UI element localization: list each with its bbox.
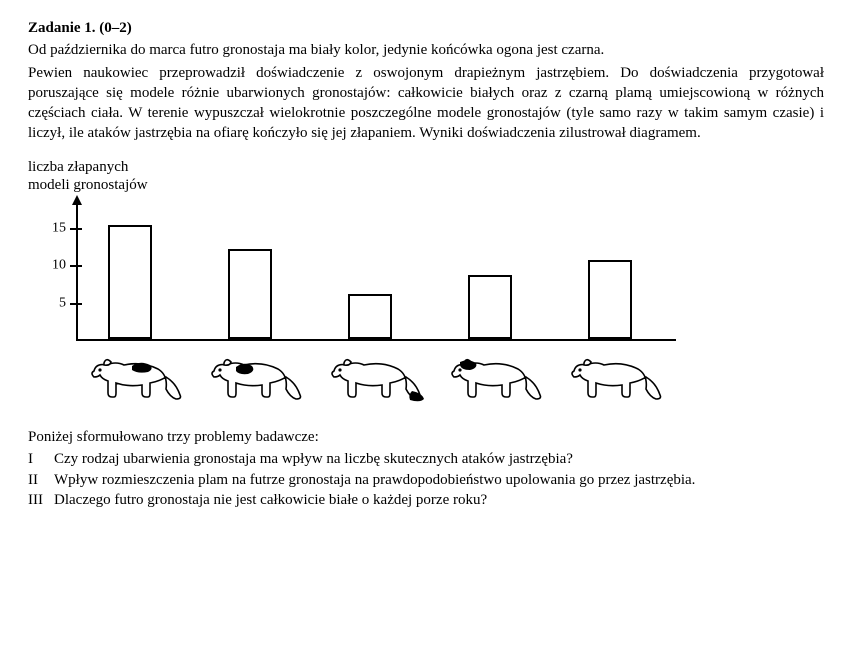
- bar: [588, 260, 632, 339]
- ermine-row: [76, 353, 824, 405]
- chart-y-label-line2: modeli gronostajów: [28, 176, 824, 195]
- problem-text: Wpływ rozmieszczenia plam na futrze gron…: [54, 470, 824, 490]
- problem-number: III: [28, 490, 54, 510]
- task-header: Zadanie 1. (0–2): [28, 18, 824, 38]
- y-axis-arrow-icon: [72, 195, 82, 205]
- ermine-icon: [436, 353, 556, 405]
- bar: [348, 294, 392, 339]
- problem-text: Dlaczego futro gronostaja nie jest całko…: [54, 490, 824, 510]
- chart-block: liczba złapanych modeli gronostajów 5 10 1…: [28, 158, 824, 406]
- y-tick-label: 10: [28, 257, 66, 276]
- ermine-icon: [556, 353, 676, 405]
- y-tick: [70, 303, 82, 305]
- problem-item: IIIDlaczego futro gronostaja nie jest ca…: [28, 490, 824, 510]
- ermine-icon: [316, 353, 436, 405]
- task-paragraph-2: Pewien naukowiec przeprowadził doświadcz…: [28, 63, 824, 144]
- y-axis: [76, 201, 78, 341]
- y-tick-label: 5: [28, 294, 66, 313]
- y-tick: [70, 265, 82, 267]
- bar-chart: 5 10 15: [28, 201, 688, 351]
- task-paragraph-1: Od października do marca futro gronostaj…: [28, 40, 824, 60]
- bar: [228, 249, 272, 339]
- problem-item: ICzy rodzaj ubarwienia gronostaja ma wpł…: [28, 449, 824, 469]
- y-tick-label: 15: [28, 219, 66, 238]
- bar: [468, 275, 512, 339]
- chart-y-label-line1: liczba złapanych: [28, 158, 824, 177]
- ermine-icon: [196, 353, 316, 405]
- problem-number: II: [28, 470, 54, 490]
- chart-y-label: liczba złapanych modeli gronostajów: [28, 158, 824, 196]
- problem-number: I: [28, 449, 54, 469]
- bar: [108, 225, 152, 339]
- problems-list: ICzy rodzaj ubarwienia gronostaja ma wpł…: [28, 449, 824, 510]
- ermine-icon: [76, 353, 196, 405]
- problem-item: IIWpływ rozmieszczenia plam na futrze gr…: [28, 470, 824, 490]
- x-axis: [76, 339, 676, 341]
- problem-text: Czy rodzaj ubarwienia gronostaja ma wpły…: [54, 449, 824, 469]
- problems-block: Poniżej sformułowano trzy problemy badaw…: [28, 427, 824, 510]
- y-tick: [70, 228, 82, 230]
- problems-intro: Poniżej sformułowano trzy problemy badaw…: [28, 427, 824, 447]
